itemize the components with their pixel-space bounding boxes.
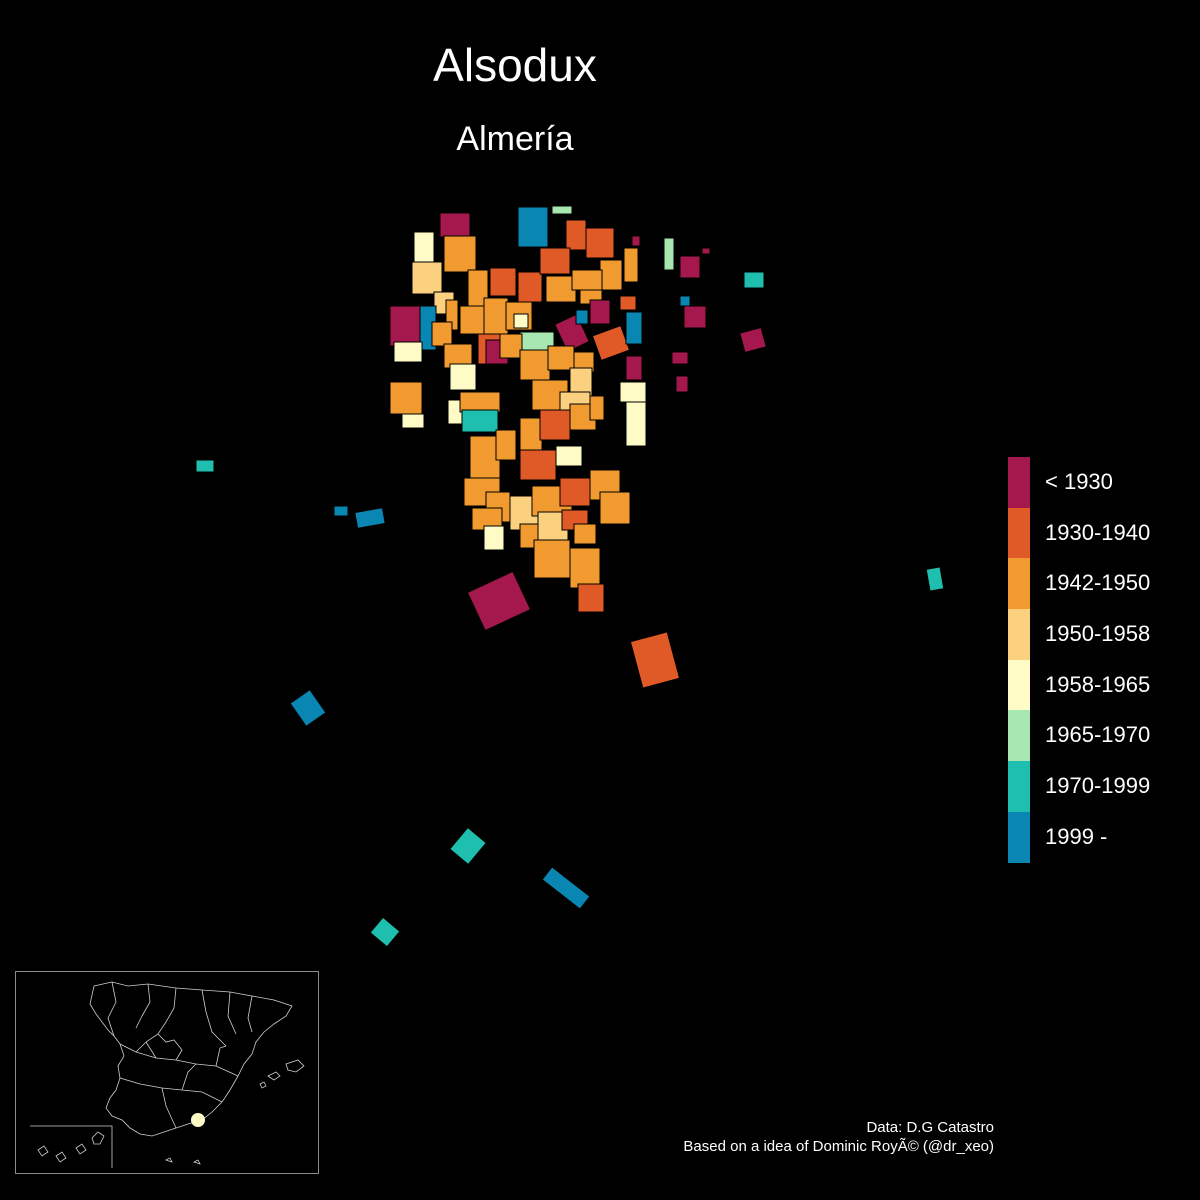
legend-label: 1950-1958 (1045, 621, 1151, 647)
building-footprint (619, 295, 637, 311)
building-footprint (439, 212, 471, 238)
building-footprint (533, 539, 571, 579)
building-footprint (743, 271, 765, 289)
credits-data-source: Data: D.G Catastro (866, 1119, 994, 1136)
building-footprint (461, 409, 499, 433)
legend-label: 1942-1950 (1045, 570, 1151, 596)
building-footprint (389, 381, 423, 415)
building-footprint (517, 206, 549, 248)
building-footprint (483, 297, 509, 339)
building-footprint (513, 313, 529, 329)
building-footprint (625, 401, 647, 447)
building-footprint (459, 305, 485, 335)
legend-swatch (1008, 710, 1030, 762)
almeria-locator-dot (191, 1113, 205, 1127)
building-footprint (411, 261, 443, 295)
building-footprint (619, 381, 647, 403)
building-footprint (547, 345, 575, 371)
building-footprint (369, 916, 401, 948)
building-footprint (663, 237, 675, 271)
building-footprint (571, 269, 603, 291)
building-footprint (354, 507, 386, 529)
building-footprint (559, 477, 591, 507)
building-footprint (459, 391, 501, 413)
legend-swatch (1008, 507, 1030, 559)
building-footprint (589, 299, 611, 325)
building-footprint (585, 227, 615, 259)
legend-label: 1970-1999 (1045, 773, 1151, 799)
credits-attribution: Based on a idea of Dominic RoyÃ© (@dr_xe… (683, 1138, 994, 1155)
building-footprint (599, 491, 631, 525)
legend-swatch (1008, 558, 1030, 610)
legend-swatch (1008, 761, 1030, 812)
map-title: Alsodux (433, 39, 597, 91)
building-footprint (625, 311, 643, 345)
building-footprint (629, 631, 681, 689)
building-footprint (555, 445, 583, 467)
building-footprint (393, 341, 423, 363)
building-footprint (671, 351, 689, 365)
credits: Data: D.G Catastro Based on a idea of Do… (683, 1118, 994, 1156)
building-footprint (449, 363, 477, 391)
building-footprint (739, 326, 767, 354)
map-subtitle: Almería (456, 120, 574, 158)
building-footprint (599, 259, 623, 291)
building-footprint (289, 688, 327, 728)
building-footprint (575, 309, 589, 325)
spain-inset-map (15, 971, 319, 1174)
building-footprint (701, 247, 711, 255)
building-footprint (539, 247, 571, 275)
legend-label: 1999 - (1045, 823, 1108, 849)
building-footprint (539, 409, 571, 441)
building-footprint (195, 459, 215, 473)
legend-swatch (1008, 457, 1030, 508)
building-footprint (623, 247, 639, 283)
building-footprint (401, 413, 425, 429)
building-footprint (573, 523, 597, 545)
legend-label: 1930-1940 (1045, 519, 1151, 545)
legend-label: < 1930 (1045, 469, 1113, 494)
building-footprint (489, 267, 517, 297)
building-footprint (679, 295, 691, 307)
legend-label: 1958-1965 (1045, 671, 1151, 697)
building-footprint (683, 305, 707, 329)
building-footprint (577, 583, 605, 613)
legend-swatch (1008, 609, 1030, 660)
building-footprint (431, 321, 453, 347)
building-footprint (443, 235, 477, 273)
building-footprint (925, 566, 945, 592)
building-footprint (551, 205, 573, 215)
building-footprint (565, 219, 587, 251)
building-footprint (517, 271, 543, 303)
building-footprint (449, 826, 487, 866)
building-footprint (333, 505, 349, 517)
building-footprint (466, 570, 532, 632)
building-footprint (625, 355, 643, 381)
building-footprint (541, 866, 591, 910)
building-footprint (389, 305, 421, 347)
spain-outline (30, 981, 305, 1168)
building-footprint (589, 395, 605, 421)
building-footprint (499, 333, 523, 359)
building-footprint (591, 325, 631, 361)
legend-label: 1965-1970 (1045, 722, 1151, 748)
building-footprint (569, 547, 601, 589)
legend-swatch (1008, 659, 1030, 711)
building-footprint (469, 435, 501, 481)
building-footprint (483, 525, 505, 551)
building-footprint (631, 235, 641, 247)
building-footprint (675, 375, 689, 393)
building-footprint (495, 429, 517, 461)
legend-swatch (1008, 811, 1030, 863)
building-footprint (679, 255, 701, 279)
building-footprint (519, 449, 557, 481)
building-footprint (519, 349, 551, 381)
